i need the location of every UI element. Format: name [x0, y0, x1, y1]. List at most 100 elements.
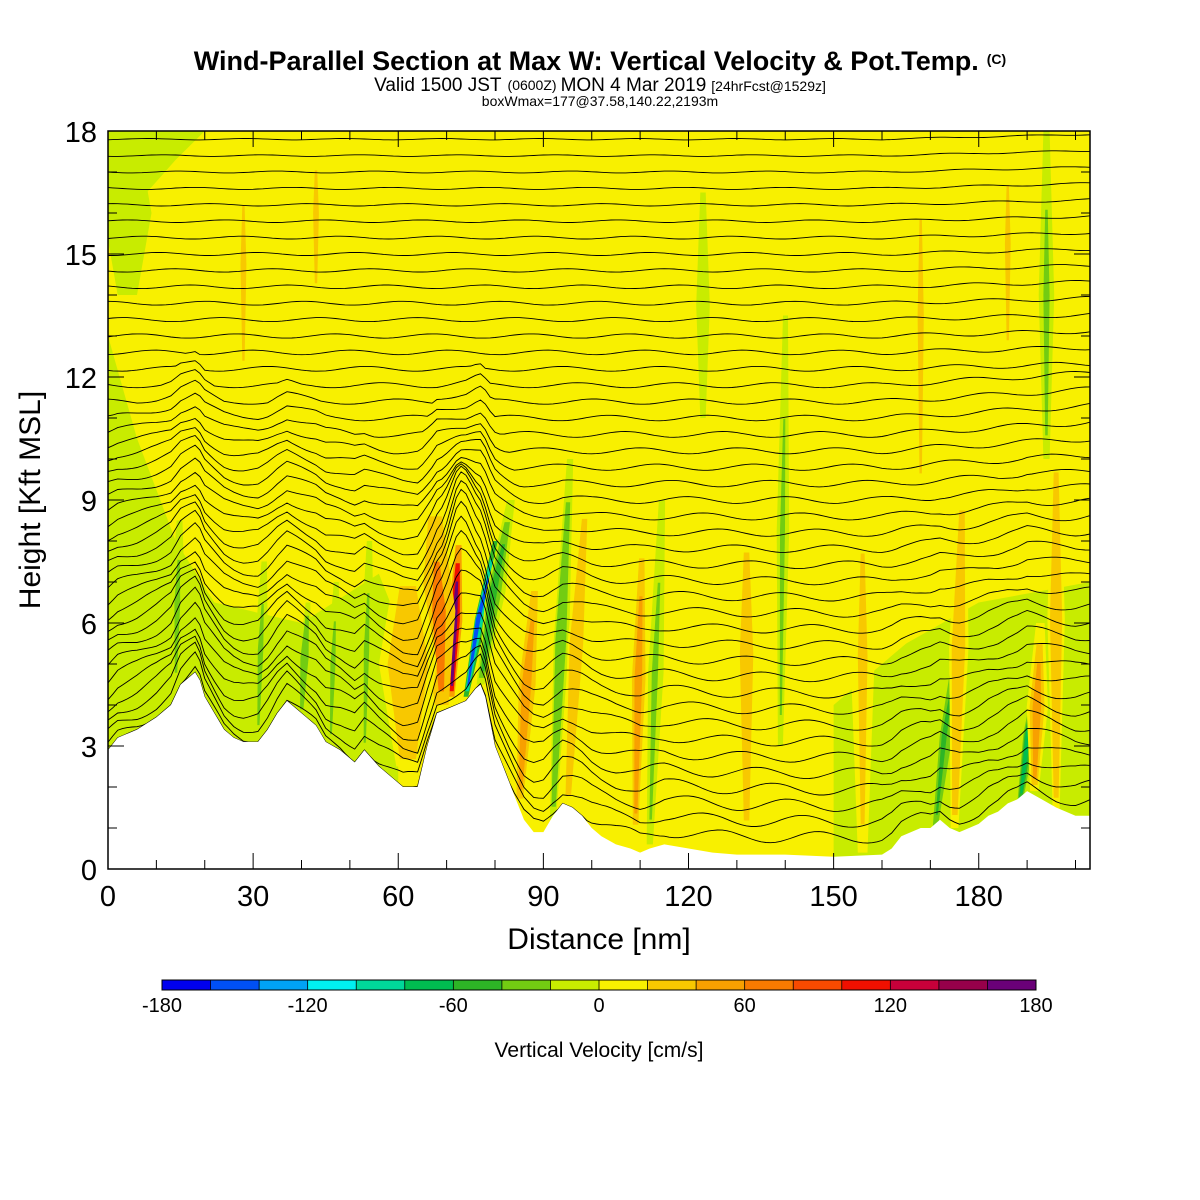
x-tick-label: 90	[527, 881, 559, 913]
y-tick-label: 18	[65, 117, 97, 149]
x-axis-label: Distance [nm]	[507, 923, 690, 956]
axis-ticks: 0 30 60 90 120 150 180 0 3 6 9 12 15 18	[65, 117, 1090, 913]
theta-contour-17	[108, 465, 1090, 570]
colorbar-tick-label: -60	[439, 995, 468, 1017]
x-tick-label: 60	[382, 881, 414, 913]
velocity-feature-23-level-2	[240, 205, 247, 361]
theta-contour-6	[108, 617, 1090, 747]
theta-contour-11	[108, 529, 1090, 666]
velocity-feature-22-level-2	[857, 553, 868, 825]
colorbar-swatch	[501, 980, 551, 990]
theta-contour-25	[108, 406, 1090, 438]
theta-contour-41	[108, 166, 1090, 174]
chart-title-main: Wind-Parallel Section at Max W: Vertical…	[194, 46, 979, 76]
velocity-feature-29-level-2	[700, 246, 706, 402]
theta-contour-27	[108, 379, 1090, 405]
colorbar-swatch	[890, 980, 940, 990]
colorbar-swatch	[259, 980, 309, 990]
theta-contour-26	[108, 392, 1090, 422]
colorbar-tick-label: 0	[593, 995, 604, 1017]
velocity-feature-9-level-2	[649, 582, 661, 820]
colorbar-swatch	[599, 980, 649, 990]
theta-contour-21	[108, 444, 1090, 504]
y-tick-label: 3	[81, 732, 97, 764]
velocity-feature-11-level-2	[953, 553, 963, 802]
x-tick-label: 30	[237, 881, 269, 913]
terrain-mask	[108, 672, 1090, 869]
velocity-feature-25-level-2	[917, 219, 924, 474]
theta-contour-7	[108, 601, 1090, 731]
theta-contour-42	[108, 150, 1090, 157]
theta-contour-39	[108, 198, 1090, 207]
colorbar-swatch	[841, 980, 891, 990]
theta-contour-5	[108, 628, 1090, 763]
theta-contour-23	[108, 427, 1090, 471]
velocity-feature-8-level-2	[634, 596, 643, 814]
theta-contour-43	[108, 134, 1090, 141]
x-tick-label: 0	[100, 881, 116, 913]
colorbar: -180 -120 -60 0 60 120 180	[142, 979, 1053, 1017]
velocity-feature-10-level-2	[935, 687, 953, 815]
velocity-feature-19-level-2	[363, 593, 370, 743]
velocity-feature-26-level-2	[1004, 185, 1011, 341]
velocity-feature-20-level-2	[739, 552, 754, 821]
y-axis-label: Height [Kft MSL]	[14, 391, 47, 609]
valid-time-date: MON 4 Mar 2019	[561, 75, 707, 96]
colorbar-swatch	[356, 980, 406, 990]
velocity-feature-17-level-2	[301, 629, 308, 706]
colorbar-tick-label: 60	[734, 995, 756, 1017]
colorbar-swatch	[404, 980, 454, 990]
theta-contour-10	[108, 547, 1090, 683]
x-tick-label: 120	[664, 881, 712, 913]
colorbar-swatch	[162, 980, 212, 990]
colorbar-swatch	[210, 980, 260, 990]
theta-contour-29	[108, 360, 1090, 372]
velocity-feature-1-level-2	[467, 578, 490, 686]
box-wmax-info: boxWmax=177@37.58,140.22,2193m	[482, 93, 718, 109]
velocity-feature-5-level-2	[518, 620, 535, 790]
colorbar-swatch	[550, 980, 600, 990]
theta-contour-13	[108, 500, 1090, 634]
theta-contour-16	[108, 471, 1090, 586]
theta-contour-12	[108, 515, 1090, 650]
theta-contour-3	[108, 641, 1090, 796]
theta-contour-34	[108, 280, 1090, 290]
colorbar-swatch	[453, 980, 503, 990]
theta-contour-9	[108, 569, 1090, 699]
velocity-feature-15-level-2	[174, 559, 181, 673]
valid-time-prefix: Valid 1500 JST	[374, 75, 502, 96]
colorbar-swatch	[647, 980, 697, 990]
theta-contour-35	[108, 264, 1090, 273]
theta-contour-15	[108, 480, 1090, 602]
colorbar-swatch	[696, 980, 746, 990]
colorbar-swatch	[987, 980, 1037, 990]
colorbar-tick-label: -180	[142, 995, 182, 1017]
plot-area	[108, 131, 1090, 869]
colorbar-tick-label: 180	[1019, 995, 1052, 1017]
theta-contour-22	[108, 434, 1090, 488]
theta-contour-24	[108, 417, 1090, 455]
theta-contour-28	[108, 369, 1090, 389]
colorbar-swatch	[938, 980, 988, 990]
theta-contour-36	[108, 248, 1090, 256]
theta-contour-18	[108, 463, 1090, 553]
velocity-feature-0-level-2	[450, 581, 459, 686]
theta-contour-8	[108, 586, 1090, 715]
theta-contour-38	[108, 215, 1090, 223]
y-tick-label: 6	[81, 609, 97, 641]
theta-contour-30	[108, 345, 1090, 356]
theta-contour-33	[108, 295, 1090, 306]
velocity-feature-14-level-2	[1052, 518, 1060, 784]
colorbar-label: Vertical Velocity [cm/s]	[495, 1039, 704, 1062]
x-tick-label: 180	[955, 881, 1003, 913]
y-tick-label: 0	[81, 855, 97, 887]
chart-title: Wind-Parallel Section at Max W: Vertical…	[194, 46, 1006, 76]
theta-contour-31	[108, 330, 1090, 339]
chart-title-mark: (C)	[987, 51, 1006, 67]
y-tick-label: 12	[65, 363, 97, 395]
colorbar-tick-label: -120	[288, 995, 328, 1017]
colorbar-tick-label: 120	[874, 995, 907, 1017]
valid-time-fcst: [24hrFcst@1529z]	[711, 78, 826, 94]
colorbar-swatch	[307, 980, 357, 990]
